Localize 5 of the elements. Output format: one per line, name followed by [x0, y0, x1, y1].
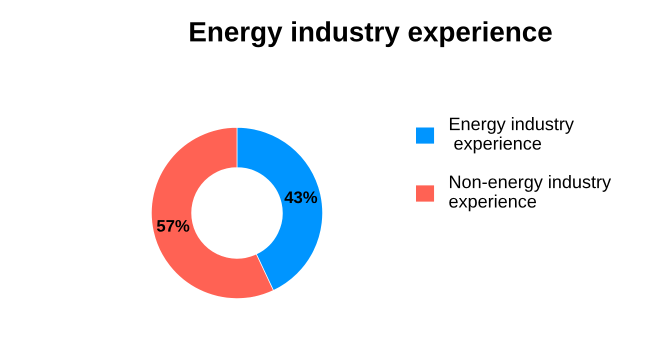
data-label: 57%: [156, 220, 190, 232]
data-label: 43%: [284, 191, 318, 204]
chart-title: Energy industry experience: [190, 21, 552, 48]
legend-label: Energy industry experience: [450, 117, 574, 154]
legend-label: Non-energy industry experience: [449, 174, 612, 212]
